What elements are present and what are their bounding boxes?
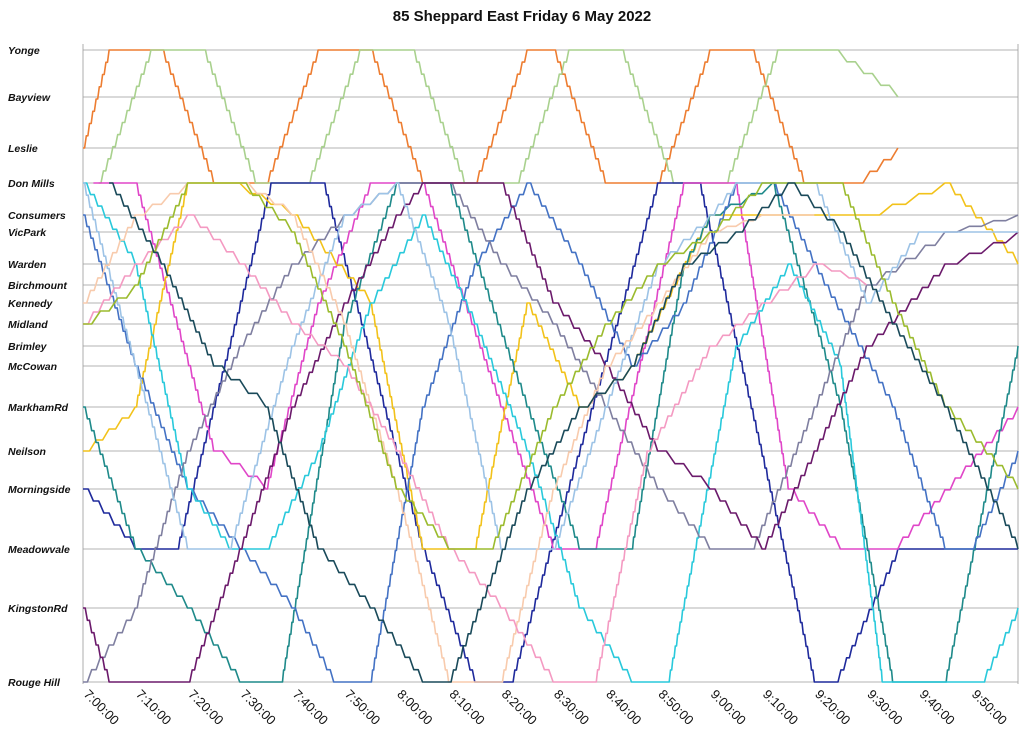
trip-series-line <box>83 49 899 184</box>
trip-series-line <box>83 182 1019 683</box>
x-tick-label: 8:20:00 <box>499 687 540 728</box>
x-tick-label: 8:40:00 <box>603 687 644 728</box>
trip-series-line <box>83 182 1019 683</box>
x-tick-label: 9:40:00 <box>917 687 958 728</box>
x-tick-label: 9:30:00 <box>864 687 905 728</box>
y-tick-label: Meadowvale <box>8 544 70 556</box>
x-tick-label: 8:00:00 <box>394 687 435 728</box>
trip-series-line <box>83 182 1018 683</box>
x-tick-label: 7:40:00 <box>290 687 331 728</box>
y-tick-label: Morningside <box>8 484 71 496</box>
x-tick-label: 9:50:00 <box>969 687 1010 728</box>
x-tick-label: 7:00:00 <box>81 687 122 728</box>
x-tick-label: 9:00:00 <box>708 687 749 728</box>
trip-series-line <box>83 182 1019 683</box>
gridlines <box>82 44 1019 684</box>
x-tick-label: 7:10:00 <box>133 687 174 728</box>
trip-series-line <box>83 182 1019 550</box>
trip-series-line <box>83 182 1019 683</box>
y-tick-label: VicPark <box>8 227 47 239</box>
y-tick-label: KingstonRd <box>8 603 68 615</box>
y-tick-label: Don Mills <box>8 178 55 190</box>
trip-series-line <box>109 182 1019 683</box>
y-tick-label: Midland <box>8 319 48 331</box>
y-tick-label: Brimley <box>8 341 48 353</box>
trip-series-line <box>83 182 815 683</box>
trip-series-line <box>93 182 1019 550</box>
y-tick-label: MarkhamRd <box>8 402 69 414</box>
trip-series-line <box>83 214 868 683</box>
y-tick-label: Kennedy <box>8 298 54 310</box>
y-tick-label: Birchmount <box>8 280 67 292</box>
series-layer <box>83 49 1019 683</box>
chart-title: 85 Sheppard East Friday 6 May 2022 <box>393 8 651 25</box>
y-tick-label: Yonge <box>8 45 40 57</box>
x-tick-label: 8:30:00 <box>551 687 592 728</box>
trip-series-line <box>98 49 899 184</box>
y-tick-label: McCowan <box>8 361 57 373</box>
y-axis-labels: Yonge Bayview Leslie Don Mills Consumers VicP… <box>8 45 71 689</box>
x-tick-label: 7:50:00 <box>342 687 383 728</box>
y-tick-label: Bayview <box>8 92 51 104</box>
y-tick-label: Rouge Hill <box>8 677 61 689</box>
x-tick-label: 7:20:00 <box>185 687 226 728</box>
x-tick-label: 9:10:00 <box>760 687 801 728</box>
y-tick-label: Warden <box>8 259 46 271</box>
y-tick-label: Neilson <box>8 446 46 458</box>
x-tick-label: 8:50:00 <box>655 687 696 728</box>
y-tick-label: Leslie <box>8 143 38 155</box>
trip-series-line <box>83 182 1019 683</box>
x-tick-label: 7:30:00 <box>238 687 279 728</box>
x-axis-labels: 7:00:00 7:10:00 7:20:00 7:30:00 7:40:00 7:50:… <box>81 687 1010 728</box>
x-tick-label: 8:10:00 <box>447 687 488 728</box>
x-tick-label: 9:20:00 <box>812 687 853 728</box>
y-tick-label: Consumers <box>8 210 66 222</box>
